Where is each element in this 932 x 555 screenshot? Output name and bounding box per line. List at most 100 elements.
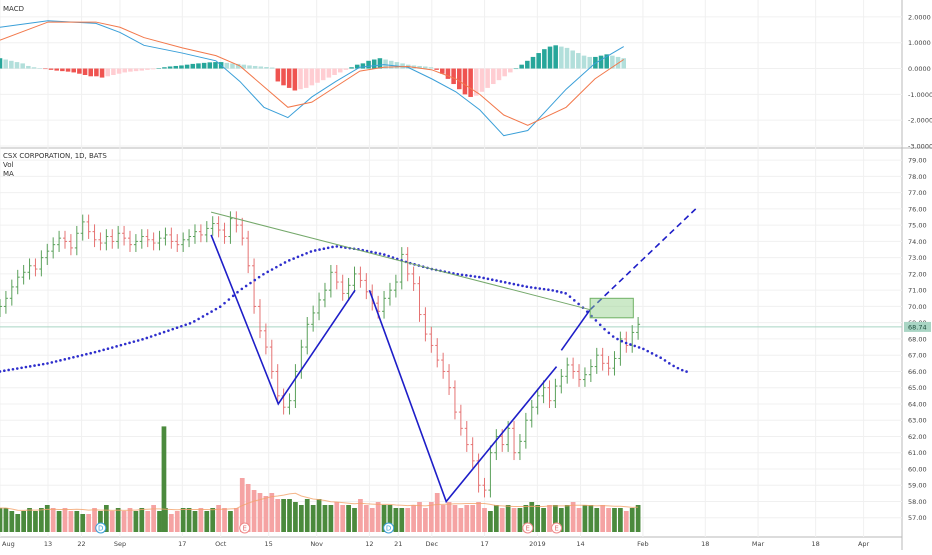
volume-bar — [464, 505, 470, 532]
macd-histogram-bar — [207, 62, 213, 69]
ma-dot — [279, 263, 282, 267]
legend-vol: Vol — [3, 161, 14, 169]
volume-bar — [423, 508, 428, 532]
ma-dot — [547, 288, 550, 292]
volume-bar — [553, 505, 558, 532]
ma-dot — [659, 356, 662, 360]
macd-histogram-bar — [462, 68, 468, 95]
volume-bar — [541, 508, 546, 532]
macd-histogram-bar — [145, 68, 150, 70]
macd-y-tick-label: -1.0000 — [908, 91, 932, 99]
volume-bar — [0, 508, 3, 532]
volume-bar — [109, 511, 115, 532]
macd-histogram-bar — [519, 64, 524, 69]
ma-dot — [262, 272, 265, 276]
macd-histogram-bar — [371, 59, 377, 69]
volume-bar — [180, 508, 186, 532]
price-y-tick-label: 75.00 — [908, 222, 927, 230]
ma-dot — [374, 251, 377, 255]
ma-dot — [534, 286, 537, 290]
macd-histogram-bar — [440, 68, 445, 74]
macd-y-tick-label: -3.0000 — [908, 143, 932, 151]
ma-dot — [465, 274, 468, 277]
volume-bar — [133, 511, 139, 532]
volume-bar — [381, 505, 387, 532]
price-y-tick-label: 71.00 — [908, 287, 927, 295]
ma-dot — [495, 279, 498, 282]
macd-histogram-bar — [377, 58, 383, 69]
volume-bar — [198, 508, 204, 532]
ma-dot — [603, 327, 606, 331]
target-box — [589, 297, 634, 319]
macd-histogram-bar — [536, 53, 541, 69]
ma-dot — [123, 342, 127, 346]
ma-dot — [0, 370, 2, 373]
macd-histogram-bar — [156, 68, 162, 69]
ma-dot — [11, 367, 15, 371]
volume-bar — [547, 505, 552, 532]
macd-histogram-bar — [479, 68, 485, 92]
event-marker — [551, 522, 563, 534]
volume-bar — [92, 508, 97, 532]
ma-dot — [59, 359, 62, 362]
x-tick-label: Nov — [310, 540, 323, 548]
ma-dot — [218, 305, 222, 308]
ma-dot — [391, 256, 395, 259]
ma-dot — [141, 338, 144, 341]
ma-dot — [132, 340, 136, 343]
price-y-tick-label: 74.00 — [908, 238, 927, 246]
macd-histogram-bar — [417, 65, 422, 69]
macd-histogram-bar — [502, 68, 507, 77]
ma-dot — [555, 290, 559, 293]
ma-dot — [629, 343, 632, 346]
ma-dot — [642, 347, 645, 351]
volume-bar — [15, 514, 21, 532]
volume-bar — [594, 508, 600, 532]
ma-dot — [305, 252, 308, 255]
volume-bar — [161, 426, 167, 532]
ma-dot — [257, 275, 261, 279]
volume-bar — [9, 511, 15, 532]
ma-dot — [266, 270, 270, 274]
pattern-line — [368, 289, 558, 504]
volume-bar — [287, 499, 292, 532]
macd-histogram-bar — [547, 46, 553, 69]
macd-histogram-bar — [366, 60, 371, 69]
macd-histogram-bar — [128, 68, 133, 72]
volume-bar — [511, 508, 517, 532]
macd-histogram-bar — [422, 66, 428, 69]
volume-bar — [446, 502, 452, 532]
macd-histogram-bar — [105, 68, 111, 77]
macd-histogram-bar — [54, 68, 59, 71]
axes: 2.0000 1.0000 0.0000 -1.0000 -2.0000 -3.0000 7… — [2, 13, 932, 548]
volume-bar — [145, 511, 151, 532]
macd-histogram-bar — [0, 58, 3, 69]
ma-dot — [214, 307, 218, 311]
volume-bar — [168, 514, 174, 532]
ma-dot — [37, 363, 41, 367]
volume-bar — [517, 508, 523, 532]
macd-histogram-bar — [513, 68, 519, 70]
macd-histogram-bar — [320, 68, 326, 81]
volume-bar — [121, 511, 127, 532]
macd-histogram-bar — [315, 68, 320, 83]
volume-bar — [488, 511, 493, 532]
price-y-tick-label: 60.00 — [908, 465, 927, 473]
ma-dot — [115, 345, 118, 348]
volume-bar — [27, 508, 32, 532]
price-y-tick-label: 58.00 — [908, 498, 927, 506]
ma-dot — [80, 353, 84, 357]
ma-dot — [607, 331, 611, 335]
ma-dot — [145, 336, 149, 340]
macd-title: MACD — [3, 5, 24, 13]
ma-dot — [223, 301, 226, 305]
ma-dot — [128, 341, 131, 345]
volume-bar — [417, 502, 422, 532]
macd-histogram-bar — [94, 68, 99, 77]
macd-histogram-bar — [326, 68, 332, 78]
price-y-tick-label: 62.00 — [908, 433, 927, 441]
volume-bar — [257, 493, 263, 532]
ma-dot — [283, 261, 287, 264]
volume-bar — [582, 505, 588, 532]
ma-dot — [33, 364, 36, 367]
